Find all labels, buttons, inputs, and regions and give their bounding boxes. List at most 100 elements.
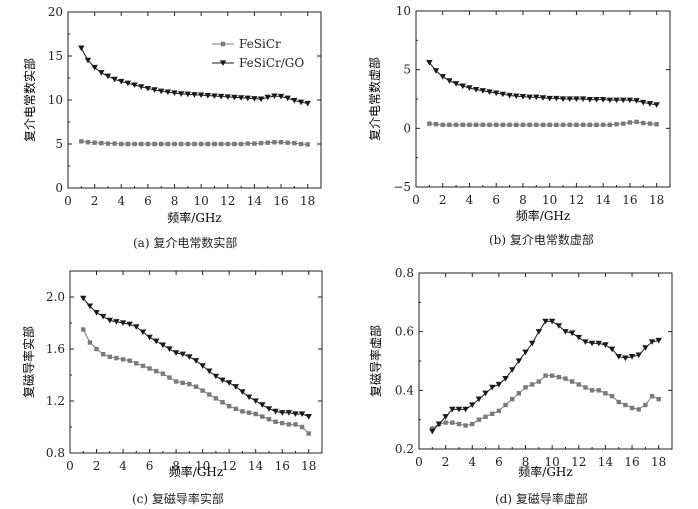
data-point-fesicr-b <box>500 122 506 128</box>
data-point-fesicr-c <box>120 357 126 362</box>
data-point-fesicr-d <box>463 423 468 428</box>
data-point-fesicr-go-c <box>305 414 312 420</box>
data-point-fesicr-go-d <box>655 337 662 344</box>
data-point-fesicr-b <box>460 122 465 128</box>
data-point-fesicr-c <box>127 358 132 363</box>
data-point-fesicr-c <box>220 400 225 405</box>
data-point-fesicr-d <box>496 408 502 414</box>
data-point-fesicr-go-a <box>211 93 218 100</box>
data-point-fesicr-a <box>298 141 304 147</box>
data-point-fesicr-d <box>603 391 608 396</box>
data-point-fesicr-d <box>643 402 648 408</box>
data-point-fesicr-go-d <box>495 381 503 388</box>
y-tick-label-a: 0 <box>55 181 63 195</box>
x-tick-label-b: 4 <box>466 193 474 207</box>
data-point-fesicr-c <box>207 392 212 397</box>
data-point-fesicr-go-b <box>439 74 446 80</box>
data-point-fesicr-b <box>607 122 613 128</box>
data-point-fesicr-go-b <box>432 68 440 74</box>
data-point-fesicr-go-a <box>111 76 118 83</box>
data-point-fesicr-a <box>192 141 197 147</box>
data-point-fesicr-a <box>258 140 264 146</box>
data-point-fesicr-b <box>621 121 626 126</box>
data-point-fesicr-c <box>140 363 146 369</box>
x-tick-label-d: 14 <box>598 455 614 469</box>
data-point-fesicr-d <box>576 382 581 387</box>
data-point-fesicr-go-d <box>449 406 456 413</box>
data-point-fesicr-go-c <box>172 350 180 356</box>
plot-frame-c <box>69 270 323 454</box>
legend-label-0: FeSiCr <box>239 37 281 51</box>
data-point-fesicr-go-c <box>232 384 239 390</box>
data-point-fesicr-go-b <box>513 93 520 100</box>
data-point-fesicr-d <box>636 407 641 412</box>
data-point-fesicr-go-a <box>91 64 98 71</box>
data-point-fesicr-go-a <box>151 87 158 93</box>
data-point-fesicr-go-c <box>192 358 200 364</box>
caption-d: (d) 复磁导率虚部 <box>495 492 588 506</box>
data-point-fesicr-go-d <box>509 367 516 373</box>
data-point-fesicr-b <box>634 119 639 125</box>
x-tick-label-d: 18 <box>651 455 666 469</box>
data-point-fesicr-a <box>205 141 211 147</box>
caption-a: (a) 复介电常数实部 <box>133 236 238 250</box>
x-tick-label-b: 18 <box>649 193 664 207</box>
data-point-fesicr-go-a <box>131 82 138 89</box>
data-point-fesicr-go-a <box>304 100 311 107</box>
data-point-fesicr-go-a <box>237 95 245 101</box>
x-tick-label-a: 4 <box>117 194 125 208</box>
data-point-fesicr-c <box>306 431 311 436</box>
data-point-fesicr-go-c <box>212 373 220 380</box>
data-point-fesicr-go-d <box>435 421 443 428</box>
data-point-fesicr-a <box>165 141 171 147</box>
data-point-fesicr-go-b <box>593 96 600 103</box>
data-point-fesicr-go-a <box>264 94 271 101</box>
data-point-fesicr-a <box>178 141 184 147</box>
data-point-fesicr-go-a <box>197 92 205 99</box>
data-point-fesicr-go-d <box>455 406 463 413</box>
chart-c: 0 2 4 6 8 10 12 14 16 18 0.8 1.2 1.6 2.0 频率/GHz 复磁导率实部 <box>21 270 323 479</box>
data-point-fesicr-go-a <box>184 91 192 98</box>
data-point-fesicr-go-d <box>602 342 609 348</box>
data-point-fesicr-go-a <box>217 93 225 100</box>
data-point-fesicr-a <box>85 140 91 145</box>
panel-b: 0 2 4 6 8 10 12 14 16 18 −5 0 5 10 频率/GHz 复介电常数虚部 (b) 复… <box>349 0 698 254</box>
x-tick-label-d: 12 <box>571 455 586 469</box>
data-point-fesicr-d <box>596 388 601 393</box>
data-point-fesicr-go-d <box>442 414 449 420</box>
data-point-fesicr-go-c <box>166 346 173 352</box>
data-point-fesicr-c <box>273 419 278 424</box>
x-tick-label-c: 0 <box>66 459 74 473</box>
data-point-fesicr-go-b <box>553 95 560 102</box>
data-point-fesicr-a <box>79 139 84 144</box>
data-point-fesicr-go-a <box>244 95 251 102</box>
panel-d: 0 2 4 6 8 10 12 14 16 18 0.2 0.4 0.6 0.8 频率/GHz 复磁导率虚部 … <box>349 254 698 509</box>
data-point-fesicr-go-b <box>499 91 507 98</box>
x-tick-label-b: 2 <box>439 193 447 207</box>
series-line-fesicr-d <box>432 375 659 429</box>
x-axis-title-c: 频率/GHz <box>169 464 223 479</box>
x-tick-label-d: 4 <box>468 455 476 469</box>
data-point-fesicr-go-a <box>158 88 165 95</box>
data-point-fesicr-a <box>292 140 297 146</box>
data-point-fesicr-go-d <box>635 352 642 359</box>
data-point-fesicr-go-c <box>252 398 259 404</box>
data-point-fesicr-d <box>543 373 548 378</box>
legend-marker-square <box>220 41 226 47</box>
data-point-fesicr-d <box>443 420 448 425</box>
data-point-fesicr-go-d <box>462 406 469 413</box>
data-point-fesicr-go-a <box>78 45 85 52</box>
data-point-fesicr-c <box>81 327 86 332</box>
data-point-fesicr-b <box>440 122 445 128</box>
data-point-fesicr-go-a <box>271 93 278 100</box>
x-tick-label-b: 16 <box>622 193 637 207</box>
data-point-fesicr-go-b <box>613 97 620 104</box>
data-point-fesicr-a <box>198 141 204 147</box>
data-point-fesicr-b <box>627 120 633 125</box>
x-tick-label-a: 2 <box>91 194 99 208</box>
data-point-fesicr-d <box>470 421 475 427</box>
data-point-fesicr-b <box>567 122 572 128</box>
data-point-fesicr-d <box>549 373 555 378</box>
data-point-fesicr-a <box>305 142 310 147</box>
data-point-fesicr-go-b <box>620 97 627 104</box>
